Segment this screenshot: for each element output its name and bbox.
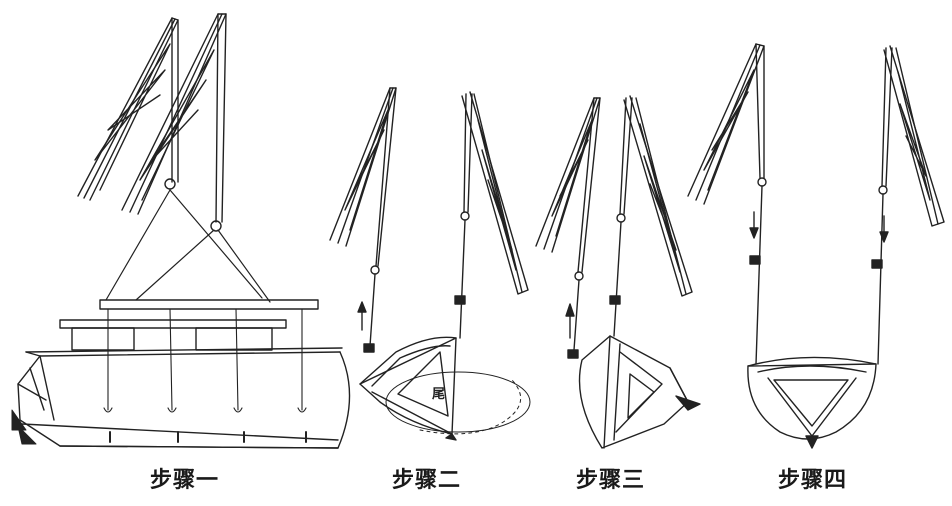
step-4-caption: 步骤四 (778, 468, 848, 493)
step-1-support-right (196, 328, 272, 350)
step-4-hook-left (758, 178, 766, 186)
step-1-figure (12, 14, 350, 448)
step-3-figure (536, 96, 700, 448)
step-4-pulley-right (872, 260, 882, 268)
step-3-pulley-right (610, 296, 620, 304)
step-2-figure: 尾 (330, 88, 530, 440)
step-3-crane-boom-right (620, 96, 692, 296)
step-1-crane-boom-left (78, 18, 178, 200)
step-4-down-arrow-right (880, 216, 888, 242)
step-2-crane-boom-left (330, 88, 396, 266)
step-3-caption: 步骤三 (576, 468, 646, 493)
step-3-hull-section (580, 336, 701, 448)
step-3-hook-left (575, 272, 583, 280)
step-2-caption: 步骤二 (392, 468, 462, 493)
step-1-hangers (104, 309, 306, 412)
step-3-crane-boom-left (536, 98, 600, 272)
step-1-hook-right (211, 221, 221, 231)
step-1-slings (106, 190, 270, 302)
step-2-hook-left (371, 266, 379, 274)
step-2-pulley-right (455, 296, 465, 304)
step-4-crane-boom-left (688, 44, 764, 204)
step-1-hull-block (12, 348, 350, 448)
step-1-hook-left (165, 179, 175, 189)
step-1-crane-boom-right (122, 14, 226, 222)
step-3-hook-right (617, 214, 625, 222)
step-2-pulley-left (364, 344, 374, 352)
step-4-crane-boom-right (882, 46, 944, 226)
step-1-support-left (72, 328, 134, 350)
step-1-caption: 步骤一 (150, 468, 220, 493)
step-4-pulley-left (750, 256, 760, 264)
step-3-pulley-left (568, 350, 578, 358)
step-2-hull-section (360, 337, 530, 440)
step-4-hull-section (748, 357, 876, 448)
step-4-figure (688, 44, 944, 448)
step-2-crane-boom-right (462, 92, 528, 294)
step-2-tail-label: 尾 (432, 387, 445, 402)
step-3-up-arrow (566, 304, 574, 338)
step-4-hook-right (879, 186, 887, 194)
step-2-up-arrow (358, 302, 366, 330)
step-4-down-arrow-left (750, 212, 758, 238)
step-1-spreader-lower (60, 320, 286, 328)
step-1-spreader-upper (100, 300, 318, 309)
step-2-hook-right (461, 212, 469, 220)
